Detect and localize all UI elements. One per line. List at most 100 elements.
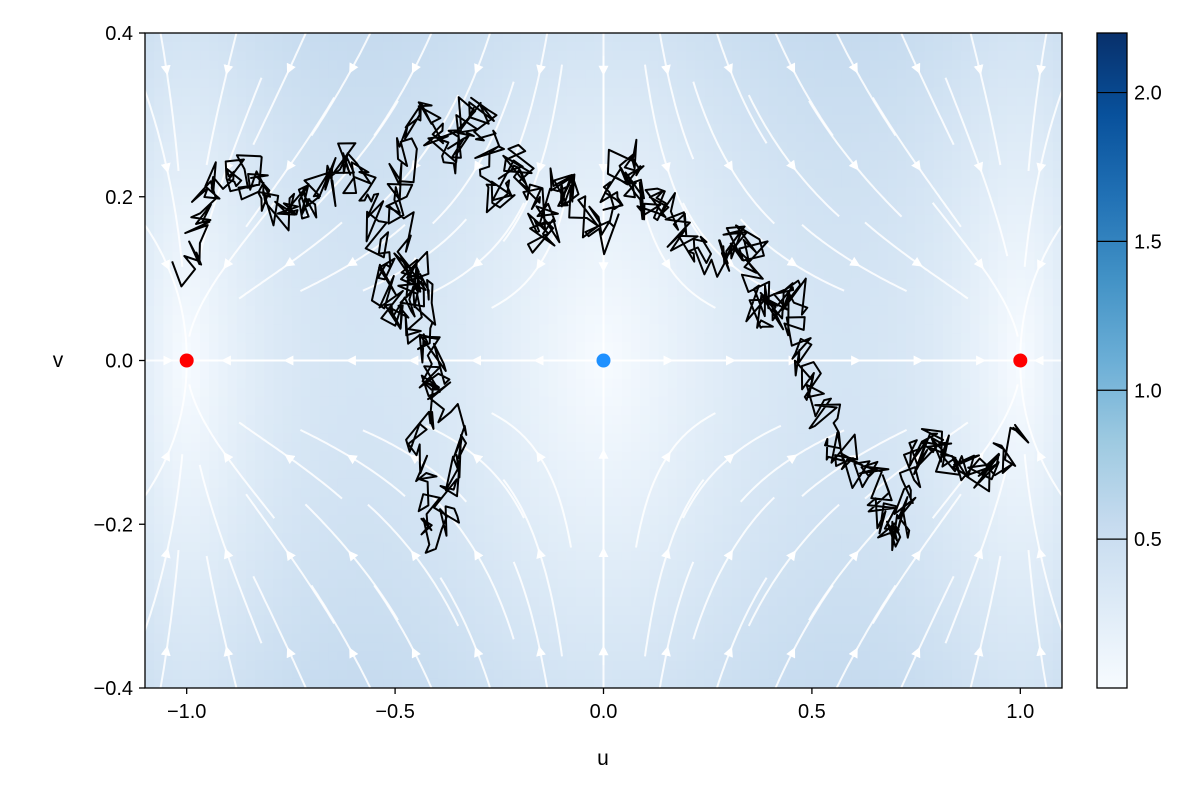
heatmap-cell: [493, 278, 504, 289]
heatmap-cell: [575, 415, 586, 425]
heatmap-cell: [731, 224, 742, 234]
heatmap-cell: [145, 496, 155, 507]
heatmap-cell: [695, 533, 705, 544]
heatmap-cell: [640, 660, 650, 671]
heatmap-cell: [640, 224, 650, 234]
heatmap-cell: [493, 187, 504, 198]
heatmap-cell: [493, 169, 504, 180]
heatmap-cell: [704, 142, 715, 152]
heatmap-cell: [741, 560, 751, 571]
heatmap-cell: [273, 506, 284, 516]
heatmap-cell: [227, 478, 238, 489]
heatmap-cell: [731, 296, 742, 307]
heatmap-cell: [181, 287, 192, 298]
heatmap-cell: [438, 506, 449, 516]
heatmap-cell: [750, 569, 760, 580]
heatmap-cell: [695, 515, 705, 525]
heatmap-cell: [704, 360, 715, 371]
heatmap-cell: [365, 378, 375, 389]
heatmap-cell: [328, 569, 339, 580]
heatmap-cell: [548, 578, 559, 589]
heatmap-cell: [172, 506, 183, 516]
heatmap-cell: [704, 633, 715, 644]
heatmap-cell: [502, 524, 513, 534]
heatmap-cell: [575, 378, 586, 389]
heatmap-cell: [172, 360, 183, 371]
heatmap-cell: [631, 42, 641, 52]
heatmap-cell: [337, 378, 348, 389]
heatmap-cell: [768, 60, 779, 70]
heatmap-cell: [163, 569, 174, 580]
heatmap-cell: [236, 533, 247, 544]
heatmap-cell: [401, 96, 412, 107]
heatmap-cell: [530, 160, 540, 171]
heatmap-cell: [502, 424, 513, 434]
heatmap-cell: [401, 587, 412, 598]
heatmap-cell: [704, 405, 715, 416]
heatmap-cell: [676, 487, 687, 498]
heatmap-cell: [520, 114, 531, 125]
heatmap-cell: [227, 123, 238, 134]
heatmap-cell: [346, 133, 357, 143]
heatmap-cell: [300, 496, 311, 507]
heatmap-cell: [447, 587, 458, 598]
heatmap-cell: [768, 105, 779, 116]
heatmap-cell: [731, 260, 742, 271]
heatmap-cell: [447, 678, 458, 688]
heatmap-cell: [447, 560, 458, 571]
heatmap-cell: [768, 123, 779, 134]
heatmap-cell: [163, 96, 174, 107]
heatmap-cell: [145, 269, 155, 280]
heatmap-cell: [163, 224, 174, 234]
heatmap-cell: [704, 651, 715, 662]
heatmap-cell: [392, 405, 403, 416]
heatmap-cell: [172, 78, 183, 89]
heatmap-cell: [365, 214, 375, 225]
heatmap-cell: [704, 287, 715, 298]
heatmap-cell: [264, 133, 274, 143]
heatmap-cell: [768, 269, 779, 280]
heatmap-cell: [145, 87, 155, 98]
heatmap-cell: [658, 478, 669, 489]
heatmap-cell: [713, 378, 724, 389]
heatmap-cell: [365, 33, 375, 43]
heatmap-cell: [649, 633, 660, 644]
heatmap-cell: [282, 114, 293, 125]
heatmap-cell: [649, 260, 660, 271]
heatmap-cell: [346, 251, 357, 262]
heatmap-cell: [768, 251, 779, 262]
heatmap-cell: [484, 442, 495, 453]
heatmap-cell: [401, 87, 412, 98]
heatmap-cell: [603, 587, 614, 598]
heatmap-cell: [612, 324, 623, 334]
heatmap-cell: [594, 587, 605, 598]
heatmap-cell: [200, 415, 210, 425]
heatmap-cell: [750, 487, 760, 498]
heatmap-cell: [300, 242, 311, 252]
heatmap-cell: [484, 415, 495, 425]
heatmap-cell: [264, 305, 274, 316]
heatmap-cell: [704, 51, 715, 61]
heatmap-cell: [759, 524, 770, 534]
heatmap-cell: [686, 542, 696, 553]
heatmap-cell: [227, 642, 238, 653]
heatmap-cell: [676, 42, 687, 52]
heatmap-cell: [255, 678, 265, 688]
heatmap-cell: [566, 396, 577, 407]
heatmap-cell: [695, 78, 705, 89]
heatmap-cell: [355, 405, 366, 416]
heatmap-cell: [190, 133, 201, 143]
heatmap-cell: [475, 560, 485, 571]
heatmap-cell: [566, 578, 577, 589]
heatmap-cell: [328, 123, 339, 134]
heatmap-cell: [741, 169, 751, 180]
heatmap-cell: [337, 597, 348, 607]
heatmap-cell: [658, 224, 669, 234]
heatmap-cell: [548, 305, 559, 316]
heatmap-cell: [493, 378, 504, 389]
heatmap-cell: [337, 51, 348, 61]
heatmap-cell: [548, 587, 559, 598]
heatmap-cell: [594, 305, 605, 316]
heatmap-cell: [731, 133, 742, 143]
heatmap-cell: [658, 278, 669, 289]
